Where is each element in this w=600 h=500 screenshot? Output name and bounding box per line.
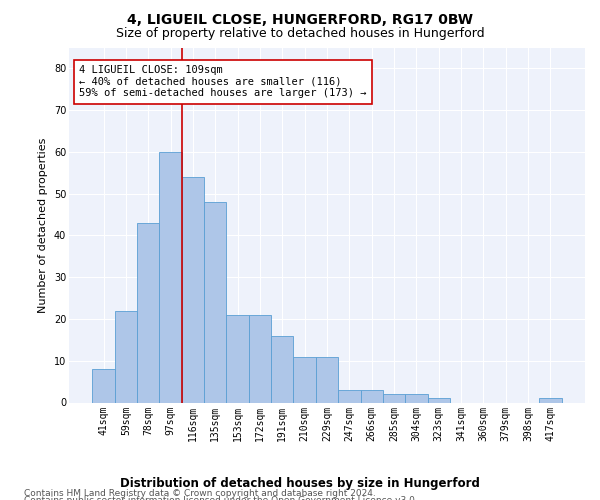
Bar — [249, 315, 271, 402]
Text: 4, LIGUEIL CLOSE, HUNGERFORD, RG17 0BW: 4, LIGUEIL CLOSE, HUNGERFORD, RG17 0BW — [127, 12, 473, 26]
Bar — [405, 394, 428, 402]
Bar — [539, 398, 562, 402]
Text: Contains HM Land Registry data © Crown copyright and database right 2024.: Contains HM Land Registry data © Crown c… — [24, 489, 376, 498]
Bar — [428, 398, 450, 402]
Text: Size of property relative to detached houses in Hungerford: Size of property relative to detached ho… — [116, 28, 484, 40]
Bar — [115, 310, 137, 402]
Bar — [338, 390, 361, 402]
Bar — [316, 356, 338, 403]
Text: Distribution of detached houses by size in Hungerford: Distribution of detached houses by size … — [120, 478, 480, 490]
Bar — [204, 202, 226, 402]
Bar — [182, 177, 204, 402]
Bar — [383, 394, 405, 402]
Bar — [293, 356, 316, 403]
Bar — [226, 315, 249, 402]
Bar — [160, 152, 182, 403]
Bar — [137, 223, 160, 402]
Bar — [92, 369, 115, 402]
Bar — [271, 336, 293, 402]
Text: 4 LIGUEIL CLOSE: 109sqm
← 40% of detached houses are smaller (116)
59% of semi-d: 4 LIGUEIL CLOSE: 109sqm ← 40% of detache… — [79, 65, 367, 98]
Text: Contains public sector information licensed under the Open Government Licence v3: Contains public sector information licen… — [24, 496, 418, 500]
Y-axis label: Number of detached properties: Number of detached properties — [38, 138, 48, 312]
Bar — [361, 390, 383, 402]
